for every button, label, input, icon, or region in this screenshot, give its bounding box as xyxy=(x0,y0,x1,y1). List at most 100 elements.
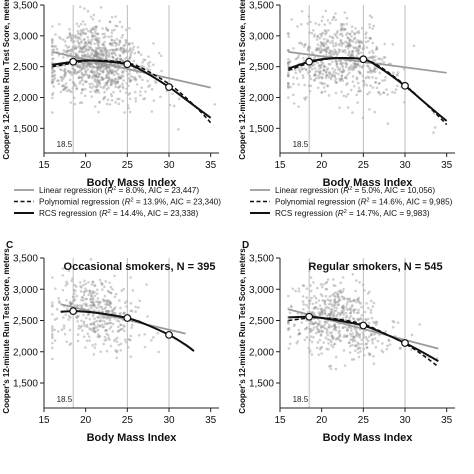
scatter-point xyxy=(96,66,99,70)
scatter-point xyxy=(352,37,356,41)
scatter-point xyxy=(116,330,120,333)
scatter-point xyxy=(83,45,86,49)
scatter-point xyxy=(79,69,82,72)
scatter-point xyxy=(100,281,103,285)
scatter-point xyxy=(330,340,333,344)
scatter-point xyxy=(136,45,140,49)
scatter-point xyxy=(324,48,327,52)
scatter-point xyxy=(323,326,326,330)
scatter-point xyxy=(313,73,317,76)
scatter-point xyxy=(127,106,130,110)
scatter-point xyxy=(83,53,87,57)
scatter-point xyxy=(70,73,74,77)
scatter-point xyxy=(329,302,333,306)
scatter-point xyxy=(124,41,128,45)
scatter-point xyxy=(337,72,340,76)
scatter-point xyxy=(177,128,180,131)
scatter-point xyxy=(313,307,317,310)
scatter-point xyxy=(356,63,360,67)
scatter-point xyxy=(372,320,375,324)
scatter-point xyxy=(121,59,124,63)
scatter-point xyxy=(60,328,64,332)
scatter-point xyxy=(365,346,369,350)
scatter-point xyxy=(329,41,332,44)
scatter-point xyxy=(113,307,116,311)
scatter-point xyxy=(53,70,56,73)
scatter-point xyxy=(287,327,291,330)
scatter-point xyxy=(328,299,332,303)
scatter-point xyxy=(61,84,64,88)
scatter-point xyxy=(107,86,110,90)
scatter-point xyxy=(361,74,365,78)
scatter-point xyxy=(141,61,144,64)
scatter-point xyxy=(324,9,328,13)
scatter-point xyxy=(357,346,361,350)
scatter-point xyxy=(347,308,350,311)
scatter-point xyxy=(297,287,301,290)
scatter-point xyxy=(143,97,147,100)
scatter-point xyxy=(339,22,343,26)
scatter-point xyxy=(121,33,125,37)
scatter-point xyxy=(325,70,328,74)
scatter-point xyxy=(65,340,68,344)
scatter-point xyxy=(87,62,90,66)
scatter-point xyxy=(385,347,389,351)
scatter-point xyxy=(85,56,89,59)
scatter-point xyxy=(352,67,355,71)
scatter-point xyxy=(375,47,379,50)
scatter-point xyxy=(150,110,154,113)
scatter-point xyxy=(320,34,323,38)
scatter-point xyxy=(102,86,105,90)
scatter-point xyxy=(332,336,335,340)
scatter-point xyxy=(96,328,100,332)
scatter-point xyxy=(368,353,372,357)
scatter-point xyxy=(111,69,115,73)
scatter-point xyxy=(354,333,358,337)
scatter-point xyxy=(391,43,395,46)
scatter-point xyxy=(108,20,112,24)
scatter-point xyxy=(315,346,319,350)
scatter-point xyxy=(94,73,97,77)
scatter-point xyxy=(298,41,301,45)
scatter-point xyxy=(127,58,131,61)
scatter-point xyxy=(115,80,119,84)
scatter-point xyxy=(360,305,363,309)
scatter-point xyxy=(297,55,300,59)
scatter-point xyxy=(326,19,330,22)
scatter-point xyxy=(128,42,131,45)
scatter-point xyxy=(332,343,336,346)
scatter-point xyxy=(346,44,350,48)
scatter-point xyxy=(108,303,112,307)
scatter-point xyxy=(97,37,101,40)
scatter-point xyxy=(106,298,109,302)
scatter-point xyxy=(82,65,85,68)
scatter-point xyxy=(61,77,64,81)
scatter-point xyxy=(105,68,108,71)
scatter-point xyxy=(317,64,321,67)
scatter-point xyxy=(336,66,339,69)
scatter-point xyxy=(287,32,290,36)
scatter-point xyxy=(327,347,330,351)
scatter-point xyxy=(144,90,147,94)
scatter-point xyxy=(52,74,56,78)
scatter-point xyxy=(287,320,290,324)
scatter-point xyxy=(94,54,98,57)
scatter-point xyxy=(76,39,80,43)
scatter-point xyxy=(386,344,389,348)
scatter-point xyxy=(95,292,99,296)
scatter-point xyxy=(367,352,371,355)
scatter-point xyxy=(90,68,94,72)
scatter-point xyxy=(367,39,370,43)
scatter-point xyxy=(101,27,104,30)
scatter-point xyxy=(110,80,114,83)
scatter-point xyxy=(393,91,397,95)
scatter-point xyxy=(356,50,360,53)
scatter-point xyxy=(82,74,85,77)
scatter-point xyxy=(340,41,344,45)
legend-entry-poly: Polynomial regression (R2 = 14.6%, AIC =… xyxy=(275,198,453,207)
scatter-point xyxy=(123,311,126,315)
scatter-point xyxy=(356,341,360,345)
scatter-point xyxy=(334,42,338,45)
scatter-point xyxy=(332,314,335,317)
scatter-point xyxy=(90,294,94,298)
